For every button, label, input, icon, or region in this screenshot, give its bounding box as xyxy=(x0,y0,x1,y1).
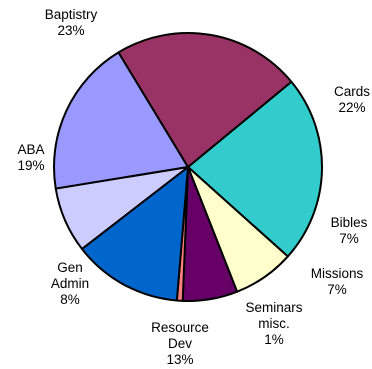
slice-label-line: Admin xyxy=(51,276,89,291)
slice-label-line: ABA xyxy=(17,142,44,157)
slice-label-seminars: Seminars misc. 1% xyxy=(245,300,302,347)
slice-label-line: Bibles xyxy=(331,215,368,230)
slice-label-line: 19% xyxy=(17,158,44,173)
slice-label-missions: Missions 7% xyxy=(311,266,364,297)
slice-label-line: 22% xyxy=(338,100,365,115)
slice-label-line: 7% xyxy=(339,231,359,246)
pie-slice-baptistry xyxy=(117,32,293,168)
slice-label-line: 7% xyxy=(327,282,347,297)
slice-label-line: Cards xyxy=(334,84,370,99)
slice-label-baptistry: Baptistry 23% xyxy=(45,7,98,38)
pie-slice-cards xyxy=(187,80,323,258)
slice-label-aba: ABA 19% xyxy=(17,142,44,173)
slice-label-line: Dev xyxy=(168,336,192,351)
slice-label-line: 8% xyxy=(60,292,80,307)
slice-label-line: Resource xyxy=(151,320,209,335)
slice-label-line: Baptistry xyxy=(45,7,98,22)
pie-slice-aba xyxy=(53,51,189,190)
slice-label-resource: Resource Dev 13% xyxy=(151,320,209,367)
slice-label-line: misc. xyxy=(258,316,290,331)
slice-label-line: Missions xyxy=(311,266,364,281)
slice-label-line: 23% xyxy=(57,23,84,38)
slice-label-line: Gen xyxy=(57,260,83,275)
slice-label-line: Seminars xyxy=(245,300,302,315)
slice-label-line: 13% xyxy=(166,352,193,367)
pie-slices xyxy=(53,32,323,302)
slice-label-bibles: Bibles 7% xyxy=(331,215,368,246)
pie-labels: Cards 22%Bibles 7%Missions 7%Seminars misc. 1… xyxy=(17,7,370,367)
slice-label-line: 1% xyxy=(264,332,284,347)
slice-label-cards: Cards 22% xyxy=(334,84,370,115)
slice-label-gen: Gen Admin 8% xyxy=(51,260,89,307)
pie-slice-resource xyxy=(80,166,189,302)
